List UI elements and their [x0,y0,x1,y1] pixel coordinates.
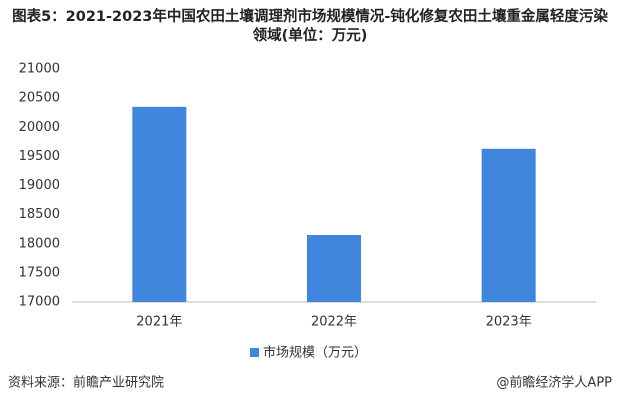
bar [307,235,361,302]
y-tick-label: 21000 [19,62,60,77]
chart-title: 图表5：2021-2023年中国农田土壤调理剂市场规模情况-钝化修复农田土壤重金… [12,9,608,44]
x-tick-label: 2023年 [486,315,532,330]
bar [481,148,536,302]
credit: @前瞻经济学人APP [496,375,612,391]
y-tick-label: 19000 [19,178,60,193]
bar [132,106,187,302]
x-tick-label: 2021年 [136,315,182,330]
y-tick-label: 20500 [19,91,60,106]
legend-swatch [250,348,259,357]
y-tick-label: 18000 [19,236,60,251]
y-tick-label: 19500 [19,149,60,164]
y-tick-label: 17500 [19,265,60,280]
y-tick-label: 18500 [19,207,60,222]
x-tick-label: 2022年 [311,315,357,330]
legend-label: 市场规模（万元） [263,345,367,361]
y-tick-label: 17000 [19,295,60,310]
source: 资料来源：前瞻产业研究院 [8,375,164,391]
y-tick-label: 20000 [19,120,60,135]
